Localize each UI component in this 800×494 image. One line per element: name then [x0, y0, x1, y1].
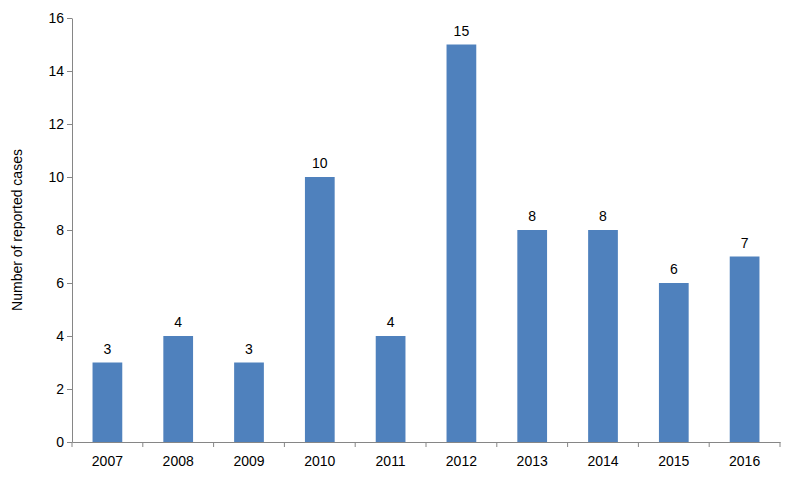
- x-tick-label: 2014: [587, 453, 618, 469]
- x-tick: 2010: [304, 442, 335, 469]
- data-label: 3: [245, 341, 253, 357]
- x-axis: 2007 2008 2009 2010 2011 2012 2013 2014 2015 2016: [73, 442, 781, 469]
- y-tick-mark: [67, 283, 72, 284]
- plot: 0 2 4 6 8 10 12 14 16 2007 2008 2009 2010 2011 2012 201…: [48, 10, 780, 469]
- y-axis-line: [72, 19, 73, 443]
- category-divider: [284, 442, 285, 447]
- bar: [234, 363, 264, 443]
- category-divider: [567, 442, 568, 447]
- y-tick: 16: [48, 10, 72, 26]
- y-tick-mark: [67, 71, 72, 72]
- data-label: 3: [104, 341, 112, 357]
- x-tick: 2008: [163, 442, 194, 469]
- category-divider: [638, 442, 639, 447]
- x-tick: 2015: [658, 442, 689, 469]
- y-tick-mark: [67, 442, 72, 443]
- data-labels: 3 4 3 10 4 15 8 8 6 7: [104, 23, 749, 357]
- data-label: 8: [599, 208, 607, 224]
- y-tick-label: 10: [48, 169, 64, 185]
- bar: [659, 283, 689, 442]
- x-tick-label: 2013: [517, 453, 548, 469]
- data-label: 6: [670, 261, 678, 277]
- y-axis: 0 2 4 6 8 10 12 14 16: [48, 10, 72, 450]
- bar: [517, 230, 547, 442]
- y-tick-mark: [67, 177, 72, 178]
- category-divider: [355, 442, 356, 447]
- x-tick-label: 2011: [376, 453, 406, 469]
- category-divider: [709, 442, 710, 447]
- x-tick: 2007: [92, 442, 123, 469]
- bar: [730, 257, 760, 443]
- x-tick: 2014: [587, 442, 618, 469]
- bar: [447, 45, 477, 443]
- category-divider: [213, 442, 214, 447]
- x-tick: 2012: [446, 442, 477, 469]
- x-tick: 2011: [376, 442, 406, 469]
- y-tick-label: 6: [56, 275, 64, 291]
- bar: [163, 336, 193, 442]
- x-tick-label: 2008: [163, 453, 194, 469]
- y-tick: 0: [56, 434, 72, 450]
- x-tick-label: 2010: [304, 453, 335, 469]
- category-divider: [142, 442, 143, 447]
- category-divider: [72, 442, 73, 447]
- y-tick-label: 0: [56, 434, 64, 450]
- y-tick-label: 2: [56, 381, 64, 397]
- y-tick: 8: [56, 222, 72, 238]
- y-tick: 10: [48, 169, 72, 185]
- x-tick-label: 2012: [446, 453, 477, 469]
- y-tick-label: 12: [48, 116, 64, 132]
- x-tick-label: 2009: [233, 453, 264, 469]
- y-tick: 2: [56, 381, 72, 397]
- bar: [93, 363, 123, 443]
- x-tick: 2013: [517, 442, 548, 469]
- bar: [305, 177, 335, 442]
- y-axis-title: Number of reported cases: [9, 149, 25, 311]
- y-tick: 4: [56, 328, 72, 344]
- category-dividers: [72, 442, 780, 447]
- category-divider: [780, 442, 781, 447]
- data-label: 15: [454, 23, 470, 39]
- data-label: 7: [741, 235, 749, 251]
- y-tick-mark: [67, 336, 72, 337]
- x-tick-label: 2016: [729, 453, 760, 469]
- y-tick-mark: [67, 124, 72, 125]
- y-tick-mark: [67, 389, 72, 390]
- y-tick-label: 4: [56, 328, 64, 344]
- category-divider: [496, 442, 497, 447]
- x-tick: 2009: [233, 442, 264, 469]
- y-tick: 12: [48, 116, 72, 132]
- data-label: 10: [312, 155, 328, 171]
- data-label: 4: [174, 314, 182, 330]
- bar: [588, 230, 618, 442]
- bar: [376, 336, 406, 442]
- y-tick-label: 16: [48, 10, 64, 26]
- x-tick-label: 2015: [658, 453, 689, 469]
- y-tick: 14: [48, 63, 72, 79]
- chart: 0 2 4 6 8 10 12 14 16 2007 2008 2009 2010 2011 2012 201…: [0, 0, 800, 494]
- y-tick-mark: [67, 18, 72, 19]
- bars: [93, 45, 760, 443]
- y-tick-label: 14: [48, 63, 64, 79]
- x-tick: 2016: [729, 442, 760, 469]
- y-tick-label: 8: [56, 222, 64, 238]
- category-divider: [426, 442, 427, 447]
- x-tick-label: 2007: [92, 453, 123, 469]
- data-label: 4: [387, 314, 395, 330]
- data-label: 8: [528, 208, 536, 224]
- y-tick-mark: [67, 230, 72, 231]
- y-tick: 6: [56, 275, 72, 291]
